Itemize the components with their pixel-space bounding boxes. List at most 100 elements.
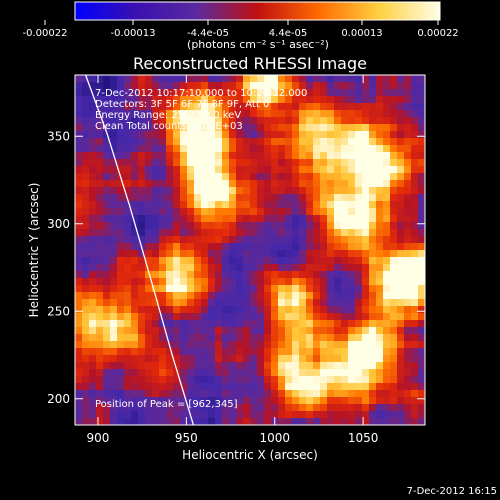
heatmap-cell <box>75 404 83 412</box>
heatmap-cell <box>89 306 97 314</box>
heatmap-cell <box>194 257 202 265</box>
heatmap-cell <box>264 194 272 202</box>
heatmap-cell <box>334 138 342 146</box>
heatmap-cell <box>313 334 321 342</box>
heatmap-cell <box>215 75 223 83</box>
heatmap-cell <box>348 404 356 412</box>
heatmap-cell <box>376 236 384 244</box>
heatmap-cell <box>257 243 265 251</box>
heatmap-cell <box>390 75 398 83</box>
heatmap-cell <box>320 201 328 209</box>
heatmap-cell <box>418 124 425 132</box>
heatmap-cell <box>229 166 237 174</box>
heatmap-cell <box>334 110 342 118</box>
heatmap-cell <box>369 397 377 405</box>
heatmap-cell <box>341 229 349 237</box>
heatmap-cell <box>313 215 321 223</box>
heatmap-cell <box>250 194 258 202</box>
heatmap-cell <box>208 180 216 188</box>
heatmap-cell <box>355 257 363 265</box>
heatmap-cell <box>215 341 223 349</box>
heatmap-cell <box>180 145 188 153</box>
heatmap-cell <box>215 355 223 363</box>
heatmap-cell <box>243 306 251 314</box>
heatmap-cell <box>418 131 425 139</box>
heatmap-cell <box>390 264 398 272</box>
heatmap-cell <box>341 411 349 419</box>
heatmap-cell <box>75 75 83 83</box>
heatmap-cell <box>355 145 363 153</box>
heatmap-cell <box>243 187 251 195</box>
heatmap-cell <box>348 138 356 146</box>
heatmap-cell <box>145 208 153 216</box>
heatmap-cell <box>236 243 244 251</box>
heatmap-cell <box>369 145 377 153</box>
heatmap-cell <box>110 271 118 279</box>
heatmap-cell <box>355 411 363 419</box>
heatmap-cell <box>285 152 293 160</box>
heatmap-cell <box>411 208 419 216</box>
heatmap-cell <box>82 180 90 188</box>
heatmap-cell <box>166 208 174 216</box>
heatmap-cell <box>222 369 230 377</box>
heatmap-cell <box>180 341 188 349</box>
heatmap-cell <box>82 327 90 335</box>
heatmap-cell <box>194 313 202 321</box>
heatmap-cell <box>103 117 111 125</box>
heatmap-cell <box>194 180 202 188</box>
heatmap-cell <box>306 201 314 209</box>
heatmap-cell <box>103 159 111 167</box>
heatmap-cell <box>355 180 363 188</box>
heatmap-cell <box>103 292 111 300</box>
heatmap-cell <box>299 397 307 405</box>
heatmap-cell <box>418 82 425 90</box>
heatmap-cell <box>355 299 363 307</box>
heatmap-cell <box>376 369 384 377</box>
heatmap-cell <box>103 334 111 342</box>
heatmap-cell <box>404 390 412 398</box>
heatmap-cell <box>159 96 167 104</box>
heatmap-cell <box>131 334 139 342</box>
heatmap-cell <box>299 362 307 370</box>
heatmap-cell <box>89 180 97 188</box>
heatmap-cell <box>124 292 132 300</box>
heatmap-cell <box>229 418 237 425</box>
heatmap-cell <box>75 208 83 216</box>
heatmap-cell <box>159 306 167 314</box>
heatmap-cell <box>320 362 328 370</box>
heatmap-cell <box>397 334 405 342</box>
heatmap-cell <box>187 383 195 391</box>
colorbar-tick-label: 4.4e-05 <box>269 28 307 39</box>
heatmap-cell <box>110 145 118 153</box>
heatmap-cell <box>397 194 405 202</box>
heatmap-cell <box>180 243 188 251</box>
heatmap-cell <box>201 138 209 146</box>
heatmap-cell <box>313 397 321 405</box>
heatmap-cell <box>75 369 83 377</box>
heatmap-cell <box>110 117 118 125</box>
heatmap-cell <box>180 75 188 83</box>
heatmap-cell <box>124 306 132 314</box>
heatmap-cell <box>222 229 230 237</box>
heatmap-cell <box>117 383 125 391</box>
heatmap-cell <box>145 257 153 265</box>
heatmap-cell <box>271 103 279 111</box>
heatmap-cell <box>201 383 209 391</box>
heatmap-cell <box>397 404 405 412</box>
heatmap-cell <box>110 187 118 195</box>
heatmap-cell <box>117 257 125 265</box>
heatmap-cell <box>411 173 419 181</box>
heatmap-cell <box>334 404 342 412</box>
heatmap-cell <box>369 369 377 377</box>
heatmap-cell <box>229 117 237 125</box>
heatmap-cell <box>159 117 167 125</box>
heatmap-cell <box>369 292 377 300</box>
heatmap-cell <box>229 145 237 153</box>
heatmap-cell <box>110 96 118 104</box>
heatmap-cell <box>236 89 244 97</box>
heatmap-cell <box>75 187 83 195</box>
heatmap-cell <box>278 355 286 363</box>
heatmap-cell <box>383 334 391 342</box>
heatmap-cell <box>264 348 272 356</box>
heatmap-cell <box>292 243 300 251</box>
